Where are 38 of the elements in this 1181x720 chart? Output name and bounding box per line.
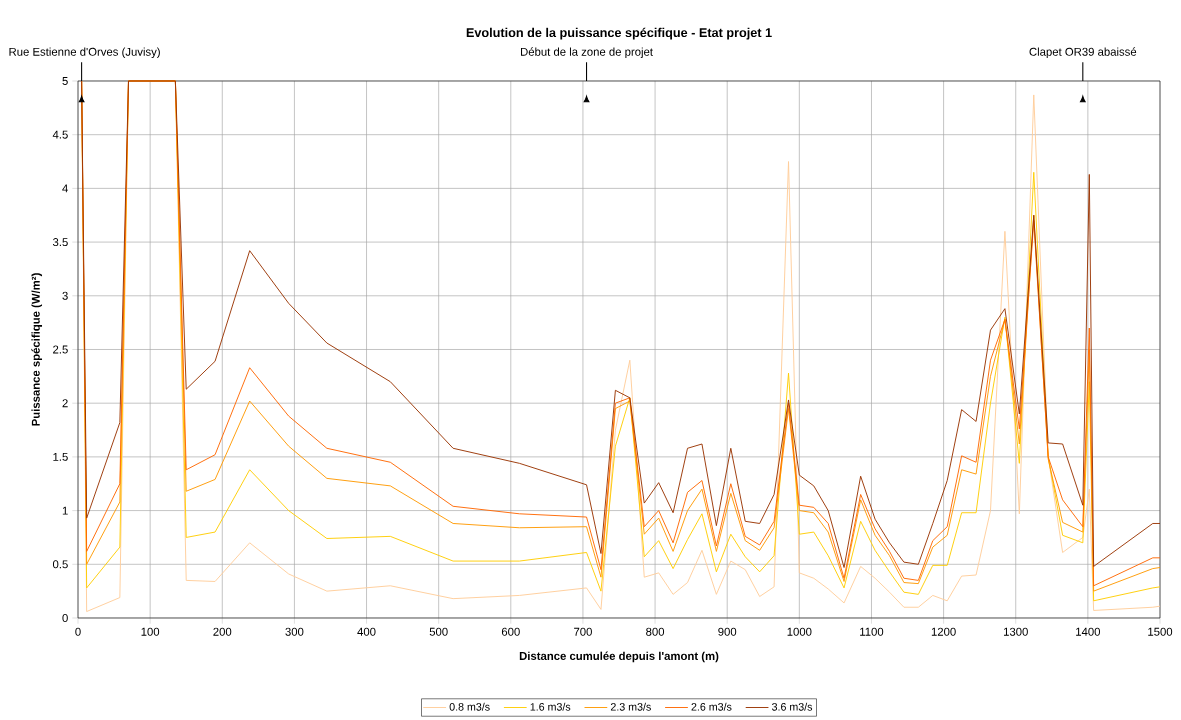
x-tick-label: 400 — [357, 627, 376, 636]
legend-label: 1.6 m3/s — [530, 702, 571, 711]
y-tick-label: 2.5 — [53, 345, 68, 354]
y-tick-label: 0 — [62, 613, 68, 622]
x-tick-label: 600 — [501, 627, 520, 636]
x-tick-label: 700 — [574, 627, 592, 636]
annotation: Rue Estienne d'Orves (Juvisy) — [9, 47, 160, 59]
annotation: Début de la zone de projet — [520, 47, 653, 59]
x-tick-label: 1000 — [787, 627, 812, 636]
x-axis-title: Distance cumulée depuis l'amont (m) — [519, 651, 719, 663]
x-tick-label: 500 — [429, 627, 448, 636]
y-tick-label: 3.5 — [52, 238, 68, 247]
legend-label: 2.3 m3/s — [610, 702, 651, 711]
x-tick-label: 200 — [213, 627, 232, 636]
legend-label: 2.6 m3/s — [691, 702, 732, 711]
chart-title: Evolution de la puissance spécifique - Etat projet 1 — [466, 27, 772, 40]
legend-label: 0.8 m3/s — [449, 702, 490, 711]
x-tick-label: 1400 — [1076, 627, 1101, 636]
y-tick-label: 1.5 — [53, 452, 68, 461]
y-tick-label: 5 — [62, 77, 68, 85]
y-tick-label: 4.5 — [52, 130, 68, 139]
y-tick-label: 1 — [62, 506, 68, 515]
x-tick-label: 800 — [646, 627, 665, 636]
annotation: Clapet OR39 abaissé — [1029, 47, 1137, 59]
y-axis-title: Puissance spécifique (W/m²) — [31, 273, 43, 426]
x-tick-label: 1100 — [860, 627, 884, 636]
x-tick-label: 0 — [75, 627, 81, 636]
y-tick-label: 0.5 — [52, 560, 68, 569]
x-tick-label: 100 — [141, 627, 160, 636]
legend-label: 3.6 m3/s — [772, 702, 813, 711]
x-tick-label: 1500 — [1148, 627, 1173, 636]
x-tick-label: 1300 — [1003, 627, 1028, 636]
y-tick-label: 3 — [62, 291, 68, 300]
x-tick-label: 1200 — [931, 627, 956, 636]
y-tick-label: 4 — [62, 184, 68, 193]
x-tick-label: 300 — [285, 627, 304, 636]
y-tick-label: 2 — [62, 399, 68, 408]
x-tick-label: 900 — [718, 627, 737, 636]
